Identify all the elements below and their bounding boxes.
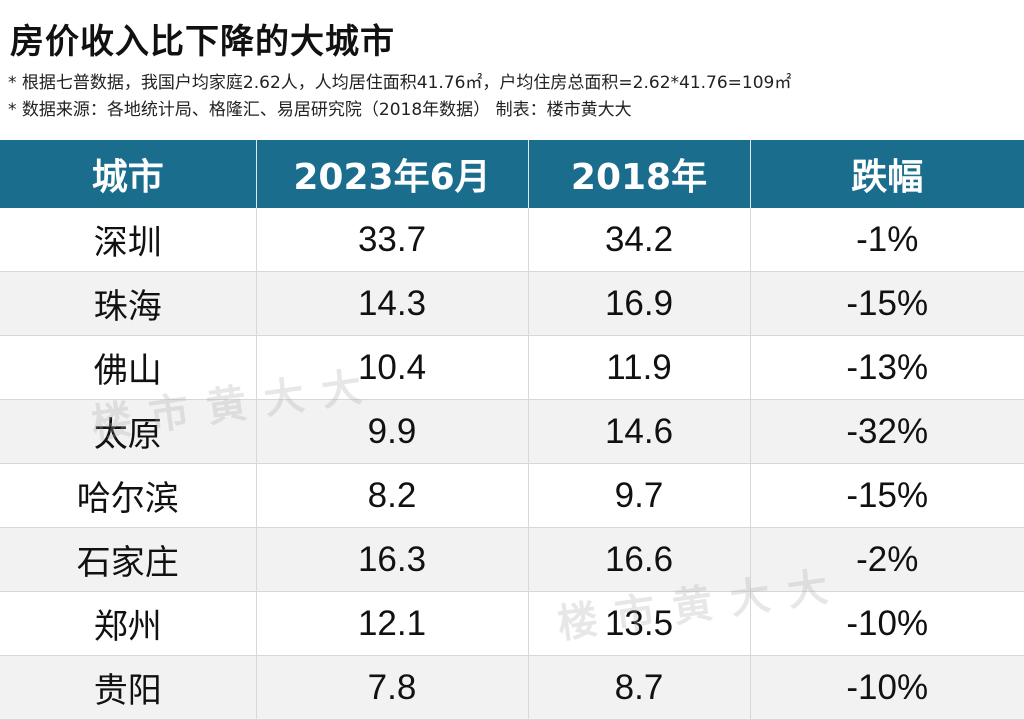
- cell-city: 郑州: [0, 591, 257, 656]
- cell-2018: 14.6: [528, 399, 751, 464]
- cell-2018: 13.5: [528, 591, 751, 656]
- table-row: 深圳 33.7 34.2 -1%: [0, 208, 1024, 272]
- cell-2018: 34.2: [528, 208, 751, 272]
- cell-2023-06: 14.3: [256, 271, 529, 336]
- cell-change: -15%: [750, 271, 1024, 336]
- cell-change: -1%: [750, 208, 1024, 272]
- table-row: 石家庄 16.3 16.6 -2%: [0, 527, 1024, 592]
- table-row: 贵阳 7.8 8.7 -10%: [0, 655, 1024, 720]
- cell-change: -10%: [750, 591, 1024, 656]
- note-census: * 根据七普数据，我国户均家庭2.62人，人均居住面积41.76㎡，户均住房总面…: [8, 73, 792, 93]
- cell-2018: 16.6: [528, 527, 751, 592]
- table-header-row: 城市 2023年6月 2018年 跌幅: [0, 140, 1024, 208]
- chart-title: 房价收入比下降的大城市: [10, 22, 395, 62]
- cell-city: 佛山: [0, 335, 257, 400]
- cell-2023-06: 33.7: [256, 208, 529, 272]
- cell-change: -2%: [750, 527, 1024, 592]
- table-row: 佛山 10.4 11.9 -13%: [0, 335, 1024, 400]
- header-2018: 2018年: [528, 140, 751, 208]
- cell-city: 太原: [0, 399, 257, 464]
- cell-2023-06: 7.8: [256, 655, 529, 720]
- cell-2023-06: 8.2: [256, 463, 529, 528]
- table-row: 哈尔滨 8.2 9.7 -15%: [0, 463, 1024, 528]
- cell-2018: 8.7: [528, 655, 751, 720]
- cell-2023-06: 12.1: [256, 591, 529, 656]
- table-row: 珠海 14.3 16.9 -15%: [0, 271, 1024, 336]
- cell-city: 深圳: [0, 208, 257, 272]
- table-row: 太原 9.9 14.6 -32%: [0, 399, 1024, 464]
- cell-2018: 11.9: [528, 335, 751, 400]
- cell-change: -10%: [750, 655, 1024, 720]
- header-change: 跌幅: [750, 140, 1024, 208]
- price-income-table: 城市 2023年6月 2018年 跌幅 深圳 33.7 34.2 -1% 珠海 14.3 1…: [0, 140, 1024, 720]
- header-city: 城市: [0, 140, 257, 208]
- table-row: 郑州 12.1 13.5 -10%: [0, 591, 1024, 656]
- cell-change: -15%: [750, 463, 1024, 528]
- cell-2018: 9.7: [528, 463, 751, 528]
- cell-city: 哈尔滨: [0, 463, 257, 528]
- cell-2018: 16.9: [528, 271, 751, 336]
- note-source: * 数据来源：各地统计局、格隆汇、易居研究院（2018年数据） 制表：楼市黄大大: [8, 100, 632, 120]
- cell-city: 贵阳: [0, 655, 257, 720]
- cell-2023-06: 10.4: [256, 335, 529, 400]
- cell-change: -13%: [750, 335, 1024, 400]
- cell-2023-06: 9.9: [256, 399, 529, 464]
- cell-city: 石家庄: [0, 527, 257, 592]
- cell-2023-06: 16.3: [256, 527, 529, 592]
- header-2023-06: 2023年6月: [256, 140, 529, 208]
- cell-change: -32%: [750, 399, 1024, 464]
- cell-city: 珠海: [0, 271, 257, 336]
- table-body: 深圳 33.7 34.2 -1% 珠海 14.3 16.9 -15% 佛山 10.4 11.9 -13…: [0, 208, 1024, 720]
